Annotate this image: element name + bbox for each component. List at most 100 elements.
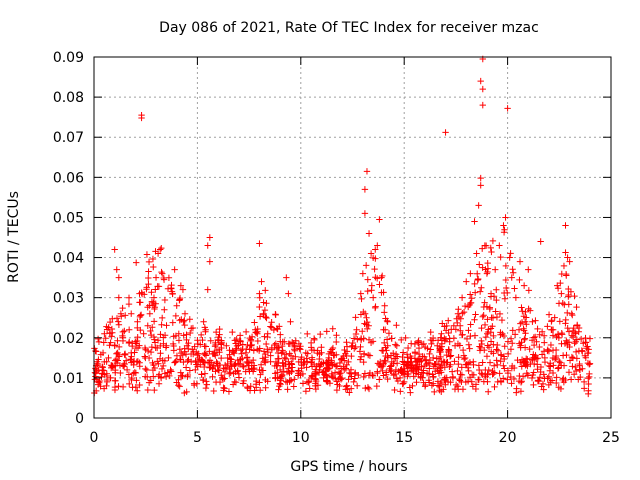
data-point [400,361,407,368]
y-tick-label: 0.06 [53,170,84,186]
data-point [561,301,568,308]
data-point [366,352,374,359]
data-point [212,341,219,349]
data-point [445,317,452,324]
data-point [460,355,468,363]
data-point [221,385,228,392]
data-point [525,305,532,313]
data-point [316,363,324,370]
data-point [467,332,474,340]
data-point [145,354,153,362]
data-point [242,349,250,357]
data-point [461,302,469,310]
data-point [494,347,502,354]
data-point [404,354,411,361]
data-point [218,372,225,379]
data-point [247,336,255,343]
data-point [507,335,515,342]
data-point [121,327,128,335]
data-point [414,361,421,368]
data-point [509,340,516,347]
data-point [161,306,168,313]
data-point [257,361,265,368]
data-point [267,358,274,365]
data-point [467,299,474,307]
data-point [219,376,227,383]
data-point [218,340,225,347]
data-point [254,330,261,337]
data-point [437,363,444,371]
data-point [160,334,167,341]
data-point [504,338,512,345]
data-point [177,369,184,376]
data-point [572,367,580,375]
data-point [533,338,540,345]
data-point [202,351,210,359]
data-point [158,268,165,276]
data-point [154,283,161,290]
data-point [261,333,268,340]
data-point [436,346,444,354]
data-point [510,269,517,276]
chart-title: Day 086 of 2021, Rate Of TEC Index for r… [159,20,539,36]
data-point [203,381,211,388]
data-point [476,288,484,295]
data-point [562,376,569,384]
data-point [444,378,452,386]
data-point [350,335,358,342]
data-point [388,335,395,342]
data-point [435,370,443,377]
x-tick-label: 15 [395,430,413,446]
data-point [125,294,133,301]
data-point [383,336,391,343]
data-point [531,333,539,341]
data-point [302,349,309,357]
data-point [476,343,483,350]
data-point [484,342,491,349]
data-point [558,290,565,297]
data-point [537,363,545,371]
data-point [188,325,195,332]
data-point [361,186,369,193]
data-point [555,384,562,391]
data-point [253,377,260,385]
y-tick-label: 0.04 [53,251,84,267]
data-point [138,114,145,122]
data-point [507,345,515,353]
data-point [496,370,503,377]
data-point [488,348,495,355]
data-point [239,380,247,387]
data-point [491,383,498,391]
data-point [493,357,500,364]
data-point [486,305,493,313]
data-point [425,376,433,384]
data-point [365,230,373,237]
data-point [297,343,304,350]
data-point [504,369,512,377]
data-point [175,337,183,344]
y-tick-label: 0 [75,411,84,427]
data-point [138,290,146,298]
data-point [236,361,244,368]
data-point [216,325,223,333]
data-point [521,335,529,342]
data-point [530,381,537,389]
data-point [500,332,508,340]
data-point [112,356,120,363]
data-point [411,355,419,362]
data-point [458,294,466,301]
data-point [119,304,126,312]
data-point [357,343,364,351]
data-point [115,274,123,281]
data-point [297,356,305,363]
data-point [353,382,361,389]
data-point [274,362,281,369]
data-point [125,300,133,308]
data-point [316,350,323,358]
data-point [308,346,316,354]
y-tick-label: 0.01 [53,371,84,387]
data-point [143,366,150,374]
data-point [458,378,465,386]
data-point [363,168,371,175]
data-point [474,376,482,383]
